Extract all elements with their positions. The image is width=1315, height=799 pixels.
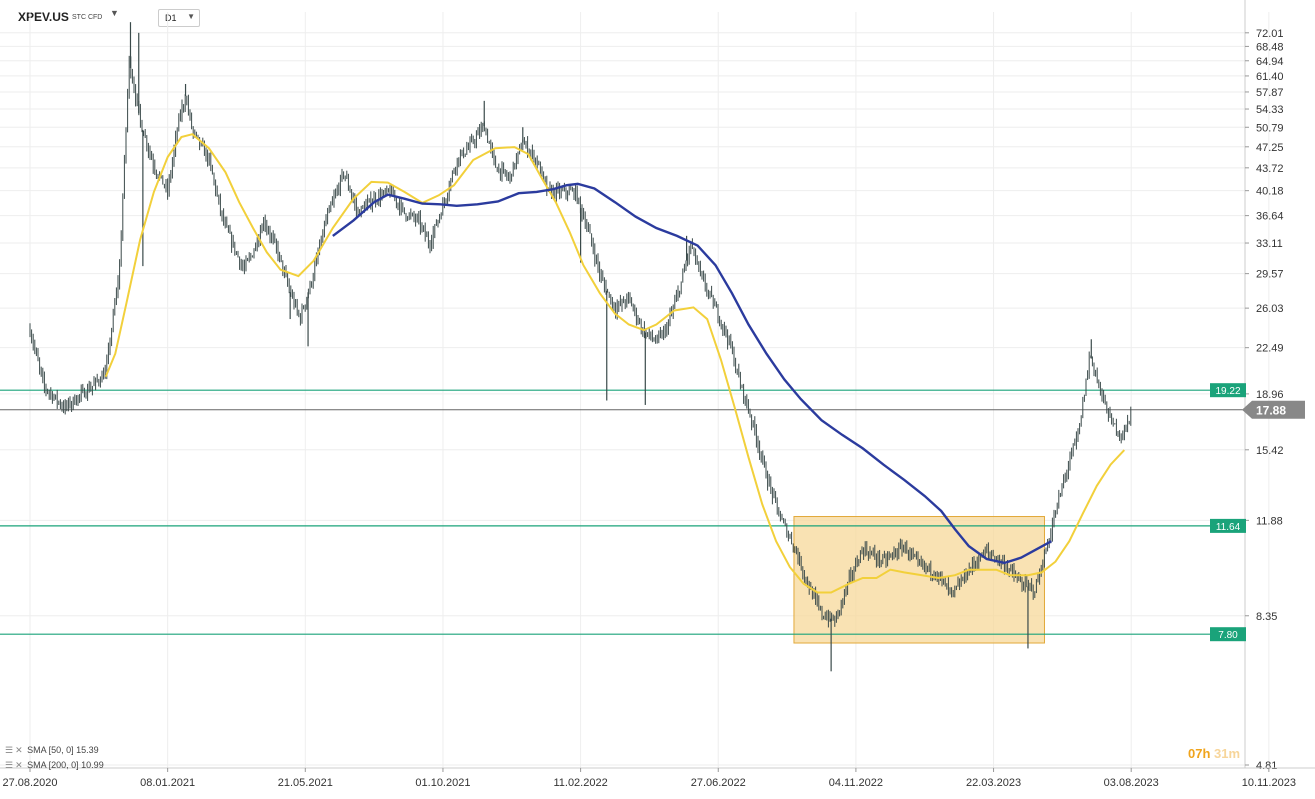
time-tick-label: 01.10.2021 [415,777,470,789]
level-label-bg [1210,518,1246,533]
price-tick-label: 61.40 [1256,71,1284,83]
price-tick-label: 43.72 [1256,163,1284,175]
level-label: 7.80 [1218,630,1238,641]
price-tick-label: 4.81 [1256,760,1277,772]
price-tick-label: 22.49 [1256,343,1284,355]
price-tick-label: 36.64 [1256,211,1284,223]
time-tick-label: 10.11.2023 [1242,777,1296,789]
level-label-bg [1210,627,1246,642]
time-tick-label: 04.11.2022 [829,777,883,789]
price-tick-label: 57.87 [1256,87,1284,99]
time-tick-label: 08.01.2021 [140,777,195,789]
candle-countdown: 07h 31m [1188,746,1240,761]
price-tick-label: 15.42 [1256,445,1284,457]
symbol-name[interactable]: XPEV.US [18,10,69,24]
countdown-hours: 07h [1188,746,1211,761]
timeframe-select[interactable]: D1 ▼ [158,9,200,27]
chart-header: XPEV.US STC CFD ▼ D1 ▼ [0,0,1245,30]
price-tick-label: 18.96 [1256,389,1284,401]
time-tick-label: 27.06.2022 [691,777,746,789]
symbol-subtitle: STC CFD [72,14,103,21]
time-tick-label: 03.08.2023 [1104,777,1159,789]
price-tick-label: 54.33 [1256,104,1284,116]
level-label-bg [1210,383,1246,398]
price-tick-label: 47.25 [1256,142,1284,154]
price-tick-label: 40.18 [1256,186,1284,198]
timeframe-value: D1 [165,13,177,23]
settings-icon[interactable]: ☰ [5,745,14,755]
sma-200-line [332,182,1052,565]
legend-sma-200-text: SMA [200, 0] 10.99 [27,760,104,770]
level-label: 11.64 [1216,522,1241,533]
price-labels: 19.22 11.64 7.80 17.88 [1210,383,1305,642]
current-price-label-bg [1242,400,1305,419]
legend-sma-50[interactable]: ☰ ✕ SMA [50, 0] 15.39 [5,745,99,756]
price-tick-label: 33.11 [1256,238,1283,250]
current-price-label: 17.88 [1256,404,1286,418]
time-tick-label: 27.08.2020 [2,777,57,789]
level-label: 19.22 [1215,386,1240,397]
consolidation-zone [793,516,1045,644]
price-tick-label: 72.01 [1256,28,1284,40]
close-icon[interactable]: ✕ [15,745,23,755]
price-tick-label: 11.88 [1256,515,1283,527]
time-axis[interactable]: 27.08.2020 08.01.2021 21.05.2021 01.10.2021… [0,767,1315,789]
settings-icon[interactable]: ☰ [5,760,14,770]
price-tick-label: 29.57 [1256,269,1284,281]
time-tick-label: 22.03.2023 [966,777,1021,789]
time-tick-label: 11.02.2022 [553,777,607,789]
symbol-dropdown-icon[interactable]: ▼ [110,8,119,18]
chevron-down-icon: ▼ [187,12,195,21]
grid [0,12,1270,768]
price-tick-label: 8.35 [1256,611,1277,623]
legend-sma-50-text: SMA [50, 0] 15.39 [27,745,99,755]
price-candles [29,22,1132,672]
legend-sma-200[interactable]: ☰ ✕ SMA [200, 0] 10.99 [5,760,104,771]
price-tick-label: 68.48 [1256,41,1284,53]
countdown-minutes: 31m [1214,746,1241,761]
price-tick-label: 26.03 [1256,303,1284,315]
price-tick-label: 50.79 [1256,122,1284,134]
horizontal-levels [0,389,1245,635]
close-icon[interactable]: ✕ [15,760,23,770]
sma-50-line [104,133,1126,594]
time-tick-label: 21.05.2021 [278,777,333,789]
price-tick-label: 64.94 [1256,56,1284,68]
